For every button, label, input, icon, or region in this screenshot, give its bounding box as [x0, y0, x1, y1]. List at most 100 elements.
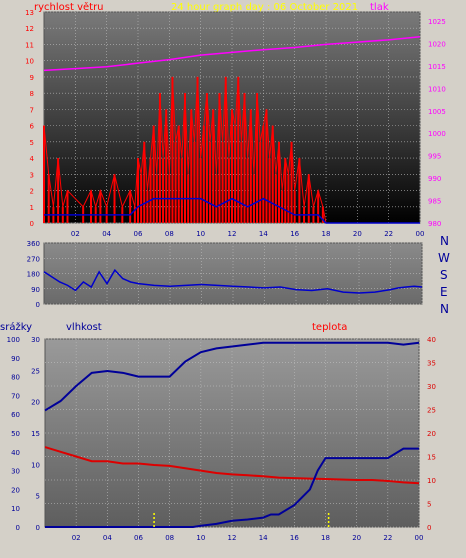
top-xtick-label: 04 [102, 230, 111, 238]
wind-ytick-label: 11 [25, 41, 34, 49]
wind-ytick-label: 1 [30, 204, 34, 212]
temperature-ytick-label: 35 [427, 360, 436, 368]
humidity-ytick-label: 0 [16, 524, 20, 532]
pressure-ytick-label: 995 [428, 153, 441, 161]
temperature-ytick-label: 0 [427, 524, 431, 532]
temperature-ytick-label: 10 [427, 477, 436, 485]
humidity-ytick-label: 60 [11, 411, 20, 419]
top-xtick-label: 06 [134, 230, 143, 238]
humidity-ytick-label: 30 [11, 468, 20, 476]
pressure-ytick-label: 980 [428, 220, 441, 228]
gust-line [43, 76, 420, 224]
temperature-line [44, 446, 420, 485]
wind-speed-label: rychlost větru [34, 1, 104, 13]
rain-ytick-label: 25 [31, 367, 40, 375]
temperature-label: teplota [312, 322, 347, 333]
pressure-ytick-label: 1025 [428, 18, 446, 26]
humidity-ytick-label: 40 [11, 449, 20, 457]
wind-ytick-label: 6 [30, 123, 35, 131]
series [43, 35, 423, 528]
pressure-label: tlak [370, 2, 389, 13]
pressure-ytick-label: 1005 [428, 108, 446, 116]
wind-ytick-label: 10 [25, 58, 34, 66]
bottom-xtick-label: 14 [259, 534, 268, 542]
direction-ytick-label: 180 [27, 271, 40, 279]
pressure-ytick-label: 1015 [428, 63, 446, 71]
pressure-ytick-label: 1000 [428, 130, 446, 138]
wind-ytick-label: 5 [30, 139, 34, 147]
direction-label-s: S [440, 268, 448, 282]
bottom-xtick-label: 10 [196, 534, 205, 542]
humidity-ytick-label: 80 [11, 374, 20, 382]
bottom-xtick-label: 12 [228, 534, 237, 542]
direction-ytick-label: 360 [27, 240, 40, 248]
rain-line [45, 447, 419, 528]
rain-ytick-label: 10 [31, 461, 40, 469]
top-xtick-label: 14 [259, 230, 268, 238]
wind-direction-line [43, 268, 423, 294]
temperature-ytick-label: 15 [427, 454, 436, 462]
pressure-ytick-label: 985 [428, 198, 441, 206]
wind-ytick-label: 7 [30, 106, 34, 114]
humidity-ytick-label: 20 [11, 486, 20, 494]
humidity-ytick-label: 50 [11, 430, 20, 438]
direction-labels: N W S E N [438, 234, 450, 316]
top-xtick-label: 20 [353, 230, 362, 238]
top-xtick-label: 08 [165, 230, 174, 238]
temperature-ytick-label: 5 [427, 501, 431, 509]
wind-ytick-label: 0 [30, 220, 34, 228]
bottom-xtick-label: 16 [290, 534, 299, 542]
humidity-ytick-label: 90 [11, 355, 20, 363]
wind-ytick-label: 3 [30, 171, 34, 179]
axes: 0123456789101112139809859909951000100510… [7, 9, 446, 542]
graph-title: 24 hour graph day : 06 October 2021 [171, 2, 358, 13]
pressure-ytick-label: 1010 [428, 85, 446, 93]
wind-ytick-label: 2 [30, 188, 34, 196]
humidity-ytick-label: 70 [11, 392, 20, 400]
humidity-ytick-label: 100 [7, 336, 20, 344]
direction-ytick-label: 270 [27, 255, 40, 263]
wind-speed-line [44, 197, 420, 224]
temperature-ytick-label: 40 [427, 336, 436, 344]
bottom-xtick-label: 02 [72, 534, 81, 542]
humidity-label: vlhkost [66, 322, 102, 333]
top-xtick-label: 10 [196, 230, 205, 238]
temperature-ytick-label: 25 [427, 407, 436, 415]
humidity-ytick-label: 10 [11, 505, 20, 513]
top-xtick-label: 00 [416, 230, 425, 238]
rain-ytick-label: 5 [36, 493, 40, 501]
top-xtick-label: 16 [290, 230, 299, 238]
humidity-line [44, 341, 420, 412]
top-xtick-label: 12 [228, 230, 237, 238]
grid-lines [44, 11, 423, 528]
bottom-xtick-label: 04 [103, 534, 112, 542]
bottom-xtick-label: 18 [321, 534, 330, 542]
rain-label: srážky [0, 321, 32, 333]
pressure-line [43, 35, 421, 72]
pressure-ytick-label: 990 [428, 175, 441, 183]
bottom-xtick-label: 22 [383, 534, 392, 542]
rain-ytick-label: 30 [31, 336, 40, 344]
direction-ytick-label: 0 [36, 301, 40, 309]
bottom-xtick-label: 20 [352, 534, 361, 542]
bottom-xtick-label: 06 [134, 534, 143, 542]
direction-label-e: E [440, 285, 448, 299]
direction-ytick-label: 90 [31, 286, 40, 294]
rain-ytick-label: 0 [36, 524, 40, 532]
bottom-xtick-label: 00 [415, 534, 424, 542]
wind-ytick-label: 4 [30, 155, 35, 163]
temperature-ytick-label: 20 [427, 430, 436, 438]
bottom-xtick-label: 08 [165, 534, 174, 542]
direction-label-n2: N [440, 302, 449, 316]
pressure-ytick-label: 1020 [428, 40, 446, 48]
temperature-ytick-label: 30 [427, 383, 436, 391]
wind-ytick-label: 12 [25, 25, 34, 33]
wind-ytick-label: 13 [25, 9, 34, 17]
wind-ytick-label: 9 [30, 74, 34, 82]
direction-label-n1: N [440, 234, 449, 248]
top-xtick-label: 22 [384, 230, 393, 238]
rain-ytick-label: 20 [31, 399, 40, 407]
top-xtick-label: 18 [322, 230, 331, 238]
